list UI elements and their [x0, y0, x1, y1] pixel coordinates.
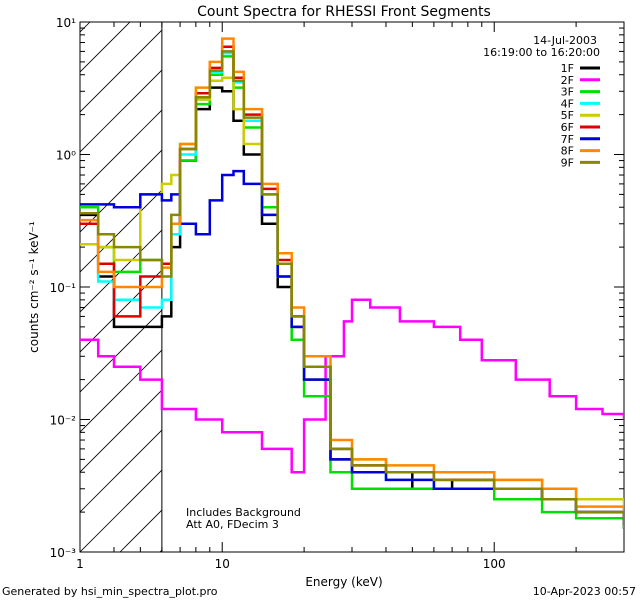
- series-group: [80, 37, 624, 529]
- hatch-line: [80, 389, 162, 473]
- hatch-line: [80, 229, 162, 313]
- x-tick-label: 10: [215, 557, 230, 571]
- y-tick-label: 10⁻²: [50, 414, 77, 428]
- time-range-label: 16:19:00 to 16:20:00: [483, 46, 600, 59]
- hatch-line: [80, 22, 91, 33]
- hatch-line: [80, 69, 162, 153]
- hatch-line: [80, 29, 162, 113]
- x-axis-label: Energy (keV): [305, 575, 382, 589]
- series-line-9f: [80, 50, 624, 525]
- y-axis-label: counts cm⁻² s⁻¹ keV⁻¹: [27, 221, 41, 353]
- legend-label: 2F: [561, 74, 574, 87]
- y-tick-label: 10⁻¹: [50, 281, 77, 295]
- legend-label: 3F: [561, 86, 574, 99]
- y-tick-label: 10¹: [56, 16, 76, 30]
- legend-label: 7F: [561, 133, 574, 146]
- legend-label: 8F: [561, 145, 574, 158]
- y-tick-label: 10⁻³: [50, 546, 77, 560]
- hatch-line: [80, 429, 162, 513]
- y-tick-label: 10⁰: [56, 149, 76, 163]
- legend-label: 6F: [561, 121, 574, 134]
- x-tick-label: 100: [483, 557, 506, 571]
- chart-title: Count Spectra for RHESSI Front Segments: [197, 4, 491, 20]
- axis-ticks: 1 10 100 10⁻³ 10⁻² 10⁻¹ 10⁰ 10¹: [50, 16, 625, 571]
- legend-label: 5F: [561, 109, 574, 122]
- hatch-line: [0, 22, 10, 552]
- note-background: Includes Background: [186, 506, 301, 519]
- hatched-region: [0, 22, 162, 552]
- legend-label: 1F: [561, 62, 574, 75]
- footer-generated-by: Generated by hsi_min_spectra_plot.pro: [2, 585, 218, 598]
- legend-label: 4F: [561, 97, 574, 110]
- legend-label: 9F: [561, 156, 574, 169]
- note-attenuator: Att A0, FDecim 3: [186, 518, 279, 531]
- footer-timestamp: 10-Apr-2023 00:57: [533, 585, 636, 598]
- date-label: 14-Jul-2003: [533, 34, 597, 47]
- hatch-line: [0, 22, 50, 552]
- series-line-2f: [80, 298, 624, 474]
- x-tick-label: 1: [76, 557, 84, 571]
